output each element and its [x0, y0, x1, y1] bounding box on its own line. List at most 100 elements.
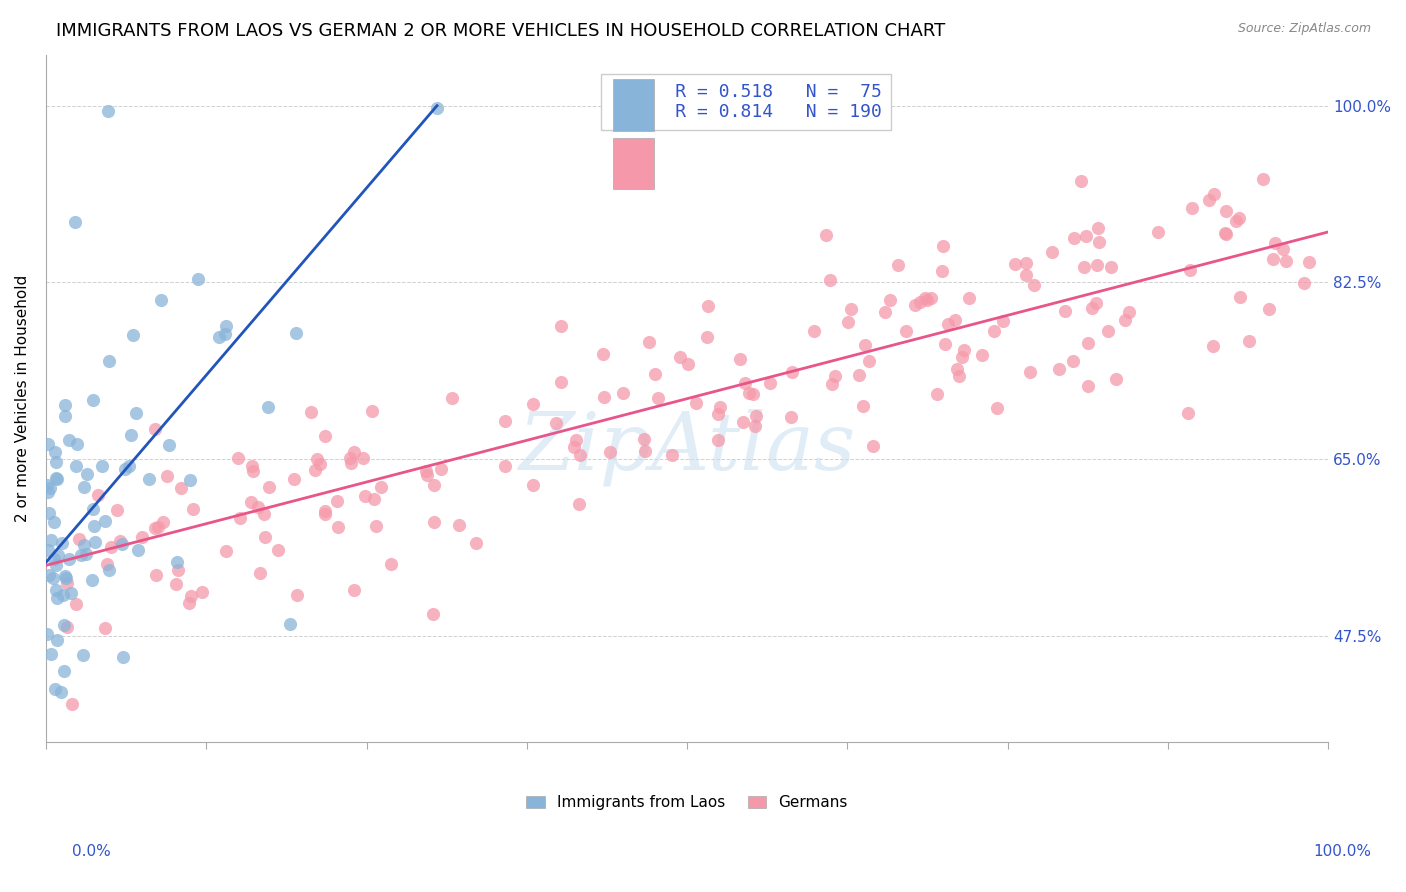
Point [837, 315, 859, 329]
Text: 0.0%: 0.0% [72, 845, 111, 859]
Point [633, 432, 655, 446]
Point [156, 469, 179, 483]
Point [380, 557, 402, 571]
Point [1099, 260, 1122, 275]
Point [1225, 214, 1247, 228]
Point [780, 365, 803, 379]
Point [862, 439, 884, 453]
Point [121, 328, 143, 343]
Point [93, 621, 115, 635]
Point [875, 304, 897, 318]
Point [314, 508, 336, 522]
Point [934, 337, 956, 351]
Point [936, 317, 959, 331]
Point [56, 620, 79, 634]
Point [257, 401, 280, 415]
Point [1053, 303, 1076, 318]
Point [745, 409, 768, 423]
Point [39, 533, 62, 548]
Point [37, 437, 59, 451]
Point [46, 472, 69, 486]
Point [96, 103, 118, 118]
Point [820, 377, 842, 392]
Point [352, 450, 374, 465]
Point [1264, 236, 1286, 251]
Point [948, 368, 970, 383]
Point [45, 558, 67, 573]
Point [429, 461, 451, 475]
Point [326, 493, 349, 508]
Point [1215, 203, 1237, 218]
Point [214, 318, 236, 333]
Point [1047, 362, 1070, 376]
Point [127, 542, 149, 557]
Point [41, 571, 63, 585]
Point [915, 293, 938, 307]
Point [145, 421, 167, 435]
Point [780, 409, 803, 424]
Point [111, 537, 134, 551]
Point [927, 387, 949, 401]
Point [946, 361, 969, 376]
Point [46, 591, 69, 605]
Point [51, 536, 73, 550]
Point [931, 239, 953, 253]
Point [1261, 252, 1284, 266]
Point [278, 617, 301, 632]
Point [82, 392, 104, 407]
Point [1018, 365, 1040, 379]
Point [550, 319, 572, 334]
Point [166, 555, 188, 569]
Point [599, 445, 621, 459]
Point [366, 519, 388, 533]
Point [150, 293, 173, 307]
Point [841, 301, 863, 316]
Point [242, 464, 264, 478]
Point [1004, 257, 1026, 271]
Point [304, 463, 326, 477]
Point [696, 299, 718, 313]
Point [1198, 193, 1220, 207]
Point [647, 391, 669, 405]
Point [131, 530, 153, 544]
Point [354, 489, 377, 503]
Point [569, 448, 592, 462]
Point [72, 538, 94, 552]
Point [738, 386, 761, 401]
Point [46, 548, 69, 562]
Point [1147, 225, 1170, 239]
Point [75, 547, 97, 561]
Point [815, 227, 838, 242]
Point [83, 535, 105, 549]
Text: R = 0.518   N =  75
      R = 0.814   N = 190: R = 0.518 N = 75 R = 0.814 N = 190 [610, 83, 882, 121]
Point [60, 586, 83, 600]
Point [423, 478, 446, 492]
Point [60, 697, 83, 711]
Point [66, 436, 89, 450]
Point [42, 516, 65, 530]
Point [1181, 201, 1204, 215]
Point [550, 375, 572, 389]
Point [1073, 260, 1095, 275]
Point [522, 397, 544, 411]
Point [1104, 372, 1126, 386]
Point [285, 326, 308, 340]
Point [240, 495, 263, 509]
Point [177, 596, 200, 610]
Point [593, 390, 616, 404]
Point [741, 387, 763, 401]
Point [82, 502, 104, 516]
Point [562, 440, 585, 454]
Point [53, 569, 76, 583]
Point [58, 434, 80, 448]
Point [180, 589, 202, 603]
Point [943, 313, 966, 327]
Point [51, 684, 73, 698]
Point [283, 472, 305, 486]
Point [167, 563, 190, 577]
Point [1274, 254, 1296, 268]
Point [887, 258, 910, 272]
Point [191, 585, 214, 599]
Point [305, 451, 328, 466]
Point [363, 491, 385, 506]
